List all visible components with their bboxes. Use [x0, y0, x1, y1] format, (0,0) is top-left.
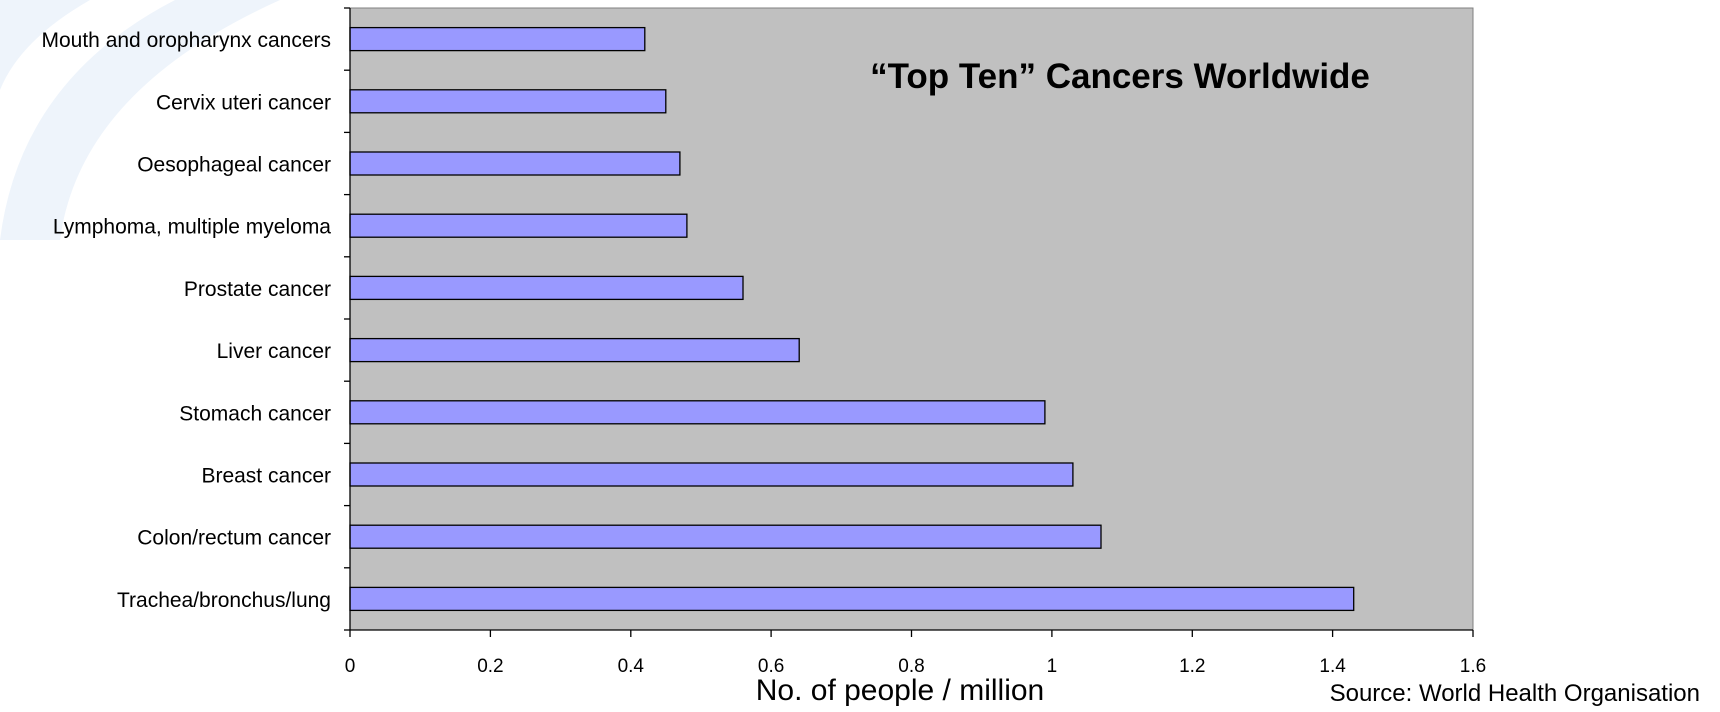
- x-tick-label: 0: [345, 656, 356, 677]
- bar-colon-rectum-cancer: [349, 524, 1102, 549]
- category-label: Breast cancer: [201, 465, 331, 488]
- x-tick-label: 1.4: [1319, 656, 1346, 677]
- bar-cervix-uteri-cancer: [349, 89, 667, 114]
- category-label: Oesophageal cancer: [137, 154, 331, 177]
- bar-trachea-bronchus-lung: [349, 586, 1355, 612]
- background-swirl-decoration: [0, 0, 280, 240]
- bar-breast-cancer: [349, 462, 1074, 487]
- category-label: Cervix uteri cancer: [156, 91, 331, 114]
- category-label: Colon/rectum cancer: [137, 527, 331, 550]
- category-label: Stomach cancer: [179, 402, 331, 425]
- x-tick-label: 1: [1047, 656, 1058, 677]
- x-tick-label: 0.6: [758, 656, 784, 677]
- bar-oesophageal-cancer: [349, 151, 681, 176]
- x-tick-label: 0.2: [477, 656, 503, 677]
- category-label: Lymphoma, multiple myeloma: [53, 216, 331, 239]
- x-tick-label: 0.4: [618, 656, 645, 677]
- swirl-outer-arc: [0, 0, 280, 240]
- x-tick-label: 1.6: [1460, 656, 1486, 677]
- x-axis-label: No. of people / million: [756, 674, 1045, 707]
- bar-stomach-cancer: [349, 400, 1046, 425]
- category-labels-group: Mouth and oropharynx cancers Cervix uteri…: [42, 29, 332, 612]
- bar-liver-cancer: [349, 337, 800, 363]
- category-label: Liver cancer: [217, 340, 331, 363]
- bar-prostate-cancer: [349, 275, 744, 301]
- axes-group: [344, 7, 1474, 637]
- chart-title: “Top Ten” Cancers Worldwide: [870, 57, 1370, 96]
- category-label: Trachea/bronchus/lung: [117, 589, 331, 612]
- swirl-inner-arc: [0, 0, 90, 90]
- bar-mouth-and-oropharynx-cancers: [349, 26, 646, 52]
- category-label: Prostate cancer: [184, 278, 331, 301]
- category-label: Mouth and oropharynx cancers: [42, 29, 332, 52]
- x-tick-labels-group: 0 0.2 0.4 0.6 0.8 1 1.2 1.4 1.6: [345, 656, 1487, 677]
- x-tick-label: 0.8: [898, 656, 924, 677]
- bar-lymphoma-multiple-myeloma: [349, 213, 688, 238]
- x-tick-label: 1.2: [1179, 656, 1205, 677]
- bars-group: [349, 26, 1355, 612]
- source-note: Source: World Health Organisation: [1330, 680, 1700, 707]
